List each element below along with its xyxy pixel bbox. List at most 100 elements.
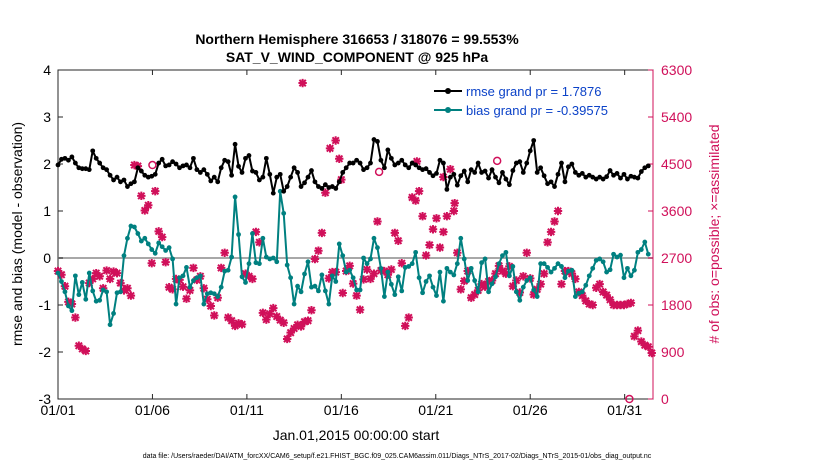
obs-assimilated-marker xyxy=(581,296,590,306)
rmse-point xyxy=(72,160,78,166)
legend-bias-label: bias grand pr = -0.39575 xyxy=(466,103,608,118)
obs-assimilated-marker xyxy=(369,269,379,278)
bias-point xyxy=(444,265,450,271)
obs-assimilated-marker xyxy=(637,337,646,346)
bias-point xyxy=(79,280,85,285)
assimilated-cross-strokes xyxy=(397,259,406,268)
rmse-point xyxy=(489,167,495,173)
plot-area: 01/01 01/06 01/11 01/16 01/21 01/26 01/31 -3 -2… xyxy=(39,62,693,418)
x-tick-label: 01/26 xyxy=(513,402,548,418)
obs-assimilated-marker xyxy=(126,291,136,300)
bias-point xyxy=(277,188,283,194)
assimilated-cross-strokes xyxy=(522,248,531,257)
obs-assimilated-marker xyxy=(85,278,94,288)
obs-assimilated-marker xyxy=(91,268,101,278)
rmse-point xyxy=(121,177,127,183)
bias-point xyxy=(489,281,495,287)
assimilated-cross-strokes xyxy=(623,299,632,309)
assimilated-cross-strokes xyxy=(310,254,320,264)
obs-assimilated-marker xyxy=(325,144,335,153)
bias-point xyxy=(243,280,248,285)
assimilated-cross-strokes xyxy=(161,257,170,267)
assimilated-cross-strokes xyxy=(633,326,643,335)
obs-assimilated-marker xyxy=(470,290,479,299)
rmse-point xyxy=(204,171,210,177)
bias-point xyxy=(215,294,221,299)
obs-assimilated-marker xyxy=(401,321,410,331)
bias-point xyxy=(441,298,446,304)
bias-point xyxy=(416,275,422,281)
rmse-point xyxy=(288,174,294,180)
left-y-tick-label: 3 xyxy=(43,109,51,125)
obs-assimilated-marker xyxy=(137,191,146,201)
assimilated-cross-strokes xyxy=(439,172,448,182)
data-file-footnote: data file: /Users/raeder/DAI/ATM_forcXX/… xyxy=(143,453,652,460)
obs-assimilated-marker xyxy=(234,319,243,328)
rmse-point xyxy=(604,174,610,180)
bias-point xyxy=(378,265,384,271)
assimilated-cross-strokes xyxy=(258,308,268,318)
assimilated-cross-strokes xyxy=(512,276,521,285)
assimilated-cross-strokes xyxy=(71,313,80,322)
bias-point xyxy=(69,308,75,314)
obs-assimilated-marker xyxy=(147,259,156,268)
obs-assimilated-marker xyxy=(185,286,195,295)
bias-point xyxy=(375,245,380,251)
rmse-point xyxy=(447,174,453,180)
chart-title-line1: Northern Hemisphere 316653 / 318076 = 99… xyxy=(195,31,519,47)
assimilated-cross-strokes xyxy=(105,274,115,284)
obs-assimilated-marker xyxy=(338,288,347,298)
obs-assimilated-marker xyxy=(463,266,472,276)
bias-point xyxy=(520,284,526,290)
obs-assimilated-marker xyxy=(546,227,556,237)
rmse-point xyxy=(572,170,578,175)
obs-assimilated-marker xyxy=(282,334,292,344)
bias-point xyxy=(173,301,179,307)
assimilated-cross-strokes xyxy=(647,348,656,358)
rmse-point xyxy=(364,165,370,171)
rmse-point xyxy=(552,184,557,189)
rmse-point xyxy=(111,177,116,183)
bias-point xyxy=(642,239,648,245)
rmse-point xyxy=(253,170,259,175)
bias-point xyxy=(357,287,363,293)
assimilated-cross-strokes xyxy=(387,265,396,274)
x-tick-label: 01/01 xyxy=(40,402,75,418)
obs-assimilated-marker xyxy=(71,313,80,322)
bias-point xyxy=(447,269,453,275)
bias-point xyxy=(541,261,547,267)
bias-point xyxy=(496,261,502,267)
obs-assimilated-marker xyxy=(505,262,514,271)
bias-point xyxy=(232,194,238,200)
obs-assimilated-marker xyxy=(310,254,320,264)
rmse-point xyxy=(486,175,491,181)
obs-assimilated-marker xyxy=(109,267,118,276)
bias-point xyxy=(270,255,276,261)
legend: rmse grand pr = 1.7876 bias grand pr = -… xyxy=(432,80,647,120)
rmse-point xyxy=(336,179,342,185)
rmse-point xyxy=(107,172,113,178)
rmse-point xyxy=(243,155,248,161)
assimilated-cross-strokes xyxy=(539,269,549,278)
assimilated-cross-strokes xyxy=(407,193,417,202)
assimilated-cross-strokes xyxy=(265,309,275,319)
rmse-point xyxy=(559,160,564,166)
rmse-point xyxy=(579,171,585,176)
bias-point xyxy=(187,284,193,290)
bias-point xyxy=(322,288,328,294)
bias-point xyxy=(503,249,509,255)
assimilated-cross-strokes xyxy=(248,274,257,284)
assimilated-cross-strokes xyxy=(466,293,476,302)
assimilated-cross-strokes xyxy=(102,266,111,275)
bias-point xyxy=(513,289,519,295)
obs-assimilated-marker xyxy=(446,165,455,174)
assimilated-cross-strokes xyxy=(123,284,132,293)
assimilated-cross-strokes xyxy=(348,279,358,288)
bias-point xyxy=(55,270,61,276)
obs-assimilated-marker xyxy=(390,228,400,238)
obs-assimilated-marker xyxy=(418,212,427,221)
bias-point xyxy=(545,265,550,270)
bias-point xyxy=(409,261,415,267)
rmse-point xyxy=(510,168,516,173)
bias-point xyxy=(97,297,103,303)
